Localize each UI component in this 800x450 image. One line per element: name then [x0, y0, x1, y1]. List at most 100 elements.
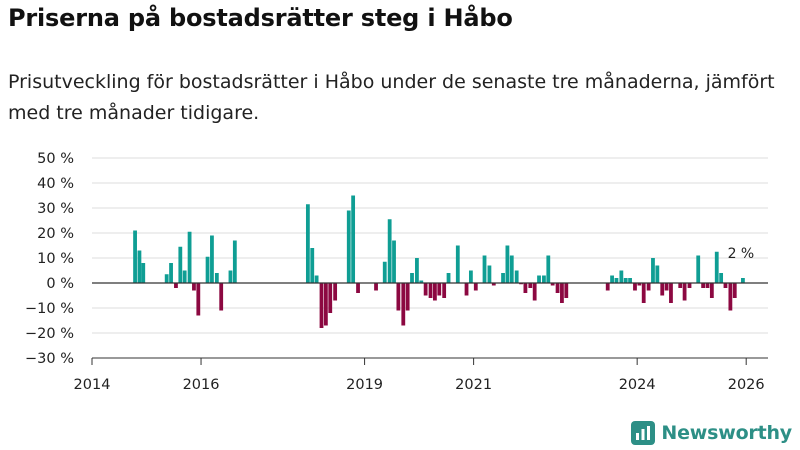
bar-positive — [205, 256, 210, 283]
bar-negative — [491, 283, 496, 286]
bar-negative — [660, 283, 665, 296]
bar-negative — [192, 283, 196, 291]
bar-positive — [137, 250, 142, 283]
x-tick-label: 2026 — [728, 377, 765, 393]
bar-positive — [310, 248, 315, 283]
bar-positive — [169, 263, 173, 283]
bar-positive — [482, 255, 487, 283]
bar-negative — [319, 283, 324, 328]
brand-logo[interactable]: Newsworthy — [631, 418, 792, 448]
bar-negative — [428, 283, 433, 298]
bar-positive — [509, 255, 514, 283]
chart-subtitle: Prisutveckling för bostadsrätter i Håbo … — [8, 71, 775, 124]
bar-negative — [356, 283, 360, 293]
chart-title: Priserna på bostadsrätter steg i Håbo — [8, 4, 513, 32]
y-axis-labels: 50 % 40 % 30 % 20 % 10 % 0 % −10 % −20 % −30 % — [25, 151, 74, 367]
bar-positive — [696, 255, 701, 283]
bar-positive — [501, 273, 505, 283]
y-tick-label: 20 % — [37, 226, 74, 242]
bar-negative — [473, 283, 478, 291]
bar-negative — [723, 283, 728, 288]
bar-positive — [546, 255, 551, 283]
brand-name: Newsworthy — [661, 422, 792, 444]
bar-negative — [323, 283, 328, 326]
bar-positive — [628, 278, 632, 283]
bar-negative — [464, 283, 469, 296]
y-tick-label: −30 % — [25, 351, 74, 367]
bar-positive — [714, 251, 719, 283]
bar-positive — [623, 278, 628, 283]
bar-positive — [382, 261, 387, 283]
bar-negative — [328, 283, 333, 313]
bar-positive — [392, 240, 396, 283]
bar-negative — [633, 283, 637, 291]
bar-positive — [351, 195, 356, 283]
bar-negative — [637, 283, 642, 286]
bar-positive — [214, 273, 219, 283]
x-tick-label: 2016 — [183, 377, 220, 393]
bar-negative — [196, 283, 201, 316]
bar-negative — [709, 283, 714, 298]
bar-positive — [314, 275, 319, 283]
latest-value-label: 2 % — [728, 246, 755, 262]
bar-negative — [528, 283, 533, 288]
bar-positive — [305, 204, 310, 283]
bar-negative — [646, 283, 651, 291]
x-tick-label: 2024 — [619, 377, 656, 393]
bar-positive — [232, 240, 237, 283]
bar-negative — [641, 283, 646, 303]
bar-positive — [468, 270, 473, 283]
x-tick-label: 2021 — [455, 377, 492, 393]
bar-positive — [741, 278, 745, 283]
bar-positive — [619, 270, 624, 283]
bar-positive — [187, 231, 192, 283]
bar-negative — [437, 283, 442, 296]
bar-positive — [614, 278, 619, 283]
bar-positive — [505, 245, 510, 283]
y-tick-label: −10 % — [25, 301, 74, 317]
bar-positive — [419, 280, 424, 283]
bar-negative — [555, 283, 560, 293]
bar-negative — [523, 283, 528, 293]
bar-negative — [433, 283, 437, 301]
grid-lines — [92, 157, 768, 359]
bar-chart: 50 % 40 % 30 % 20 % 10 % 0 % −10 % −20 % −30 % 2… — [25, 151, 768, 393]
bar-negative — [560, 283, 564, 303]
bar-negative — [442, 283, 447, 298]
bar-negative — [732, 283, 737, 298]
bar-positive — [346, 210, 351, 283]
bar-positive — [228, 270, 233, 283]
bar-negative — [687, 283, 692, 288]
x-tick-label: 2014 — [74, 377, 111, 393]
bar-negative — [423, 283, 428, 296]
bar-positive — [487, 265, 492, 283]
bar-positive — [141, 263, 146, 283]
bar-negative — [701, 283, 706, 288]
y-tick-label: 10 % — [37, 251, 74, 267]
bar-positive — [178, 246, 183, 283]
bar-negative — [678, 283, 683, 288]
bar-negative — [333, 283, 338, 301]
y-tick-label: 50 % — [37, 151, 74, 167]
x-axis-ticks: 2014 2016 2019 2021 2024 2026 — [74, 358, 765, 393]
bar-negative — [174, 283, 178, 288]
bar-negative — [550, 283, 555, 286]
x-tick-label: 2019 — [346, 377, 383, 393]
bar-positive — [164, 274, 169, 283]
bar-positive — [537, 275, 541, 283]
bar-negative — [605, 283, 610, 291]
bar-positive — [133, 230, 137, 283]
bar-positive — [610, 275, 614, 283]
y-tick-label: −20 % — [25, 326, 74, 342]
bar-positive — [415, 258, 419, 283]
bar-positive — [719, 273, 724, 283]
bars — [133, 195, 745, 328]
bar-positive — [387, 219, 392, 283]
bar-positive — [655, 265, 660, 283]
y-tick-label: 0 % — [46, 276, 74, 292]
bar-negative — [664, 283, 669, 291]
bar-negative — [564, 283, 569, 298]
y-tick-label: 30 % — [37, 201, 74, 217]
bar-positive — [182, 270, 187, 283]
bar-negative — [669, 283, 673, 303]
